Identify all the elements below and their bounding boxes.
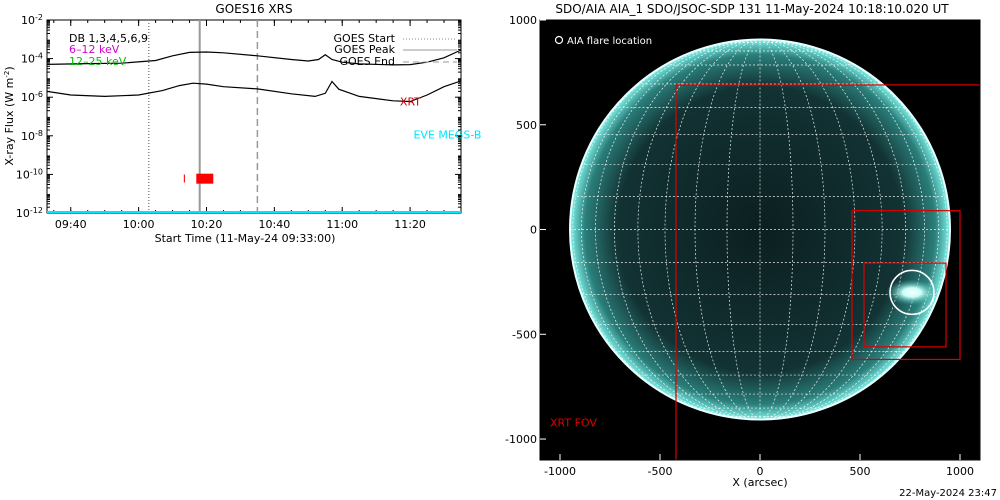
flare-glow <box>885 279 939 306</box>
goes-x-axis-label: Start Time (11-May-24 09:33:00) <box>155 232 336 245</box>
longitude-line <box>614 39 761 420</box>
heliographic-grid <box>570 39 950 420</box>
aia-x-tick-label: 1000 <box>946 465 974 478</box>
goes-y-tick-label: 10-4 <box>21 51 43 66</box>
annotation-xrt: XRT <box>400 95 421 108</box>
legend-goes-end: GOES End <box>339 55 395 68</box>
longitude-line <box>637 39 761 420</box>
series-short-channel <box>47 80 461 103</box>
goes-x-tick-label: 11:00 <box>326 218 358 231</box>
legend-entry-6-12kev: 6–12 keV <box>69 43 120 56</box>
aia-y-tick-label: 500 <box>516 119 537 132</box>
xrt-fov-label: XRT FOV <box>550 416 597 429</box>
longitude-line <box>759 39 826 420</box>
aia-x-tick-label: 500 <box>850 465 871 478</box>
longitude-line <box>759 39 906 420</box>
aia-x-axis-label: X (arcsec) <box>732 476 787 489</box>
goes-x-tick-label: 10:00 <box>123 218 155 231</box>
xrt-coverage-bar <box>196 173 214 184</box>
sun-limb <box>569 38 951 421</box>
longitude-line <box>595 39 761 420</box>
longitude-line <box>759 39 939 420</box>
aia-x-axis: -1000 -500 0 500 1000 <box>544 454 974 478</box>
legend-flare-symbol <box>554 35 564 45</box>
longitude-line <box>759 39 883 420</box>
goes-y-tick-label: 10-8 <box>21 128 43 143</box>
legend-entry-db: DB 1,3,4,5,6,9 <box>69 32 148 45</box>
goes-y-tick-label: 10-6 <box>21 90 43 105</box>
longitude-line <box>759 39 794 420</box>
goes-y-tick-label: 10-12 <box>16 206 43 221</box>
goes-chart-title: GOES16 XRS <box>215 2 292 16</box>
goes-x-axis: 09:40 10:00 10:20 10:40 11:00 11:20 <box>53 20 462 231</box>
goes-y-axis-label: X-ray Flux (W m-2) <box>3 66 16 165</box>
aia-image-chart: SDO/AIA AIA_1 SDO/JSOC-SDP 131 11-May-20… <box>505 2 981 489</box>
goes-x-tick-label: 10:40 <box>259 218 291 231</box>
annotation-eve-megs-b: EVE MEGS-B <box>413 128 481 141</box>
legend-goes-peak: GOES Peak <box>334 43 395 56</box>
goes-x-tick-label: 09:40 <box>55 218 87 231</box>
longitude-line <box>726 39 761 420</box>
aia-y-tick-label: 1000 <box>509 14 537 27</box>
aia-y-tick-label: -500 <box>512 328 537 341</box>
goes-xrs-chart: GOES16 XRS 10-12 10-10 10-8 10-6 10-4 10-2 09… <box>3 2 481 245</box>
aia-y-tick-label: -1000 <box>505 433 537 446</box>
goes-y-tick-label: 10-2 <box>21 13 43 28</box>
legend-flare-location: AIA flare location <box>567 36 652 47</box>
footer-timestamp: 22-May-2024 23:47 <box>899 488 997 499</box>
annotation-i: I <box>183 173 186 186</box>
aia-x-tick-label: -1000 <box>544 465 576 478</box>
longitude-line <box>581 39 761 420</box>
legend-goes-start: GOES Start <box>334 32 396 45</box>
longitude-line <box>759 39 856 420</box>
aia-y-tick-label: 0 <box>530 224 537 237</box>
goes-event-lines <box>148 20 259 213</box>
series-long-channel <box>47 49 461 66</box>
fov-box-box-outer <box>851 210 961 361</box>
goes-annotations: XRT EVE MEGS-B I <box>183 95 482 185</box>
fov-box-box-inner <box>863 262 947 348</box>
goes-series-group <box>47 49 461 213</box>
legend-entry-12-25kev: 12–25 keV <box>69 55 127 68</box>
longitude-line <box>759 39 925 420</box>
goes-x-tick-label: 10:20 <box>191 218 223 231</box>
longitude-line <box>664 39 761 420</box>
flare-location-circle <box>889 269 935 316</box>
aia-chart-title: SDO/AIA AIA_1 SDO/JSOC-SDP 131 11-May-20… <box>555 2 949 16</box>
aia-y-axis: 1000 500 0 -500 -1000 <box>505 14 546 446</box>
goes-y-tick-label: 10-10 <box>16 167 43 182</box>
aia-x-tick-label: -500 <box>648 465 673 478</box>
goes-x-tick-label: 11:20 <box>394 218 426 231</box>
longitude-line <box>694 39 761 420</box>
aia-x-tick-label: 0 <box>757 465 764 478</box>
